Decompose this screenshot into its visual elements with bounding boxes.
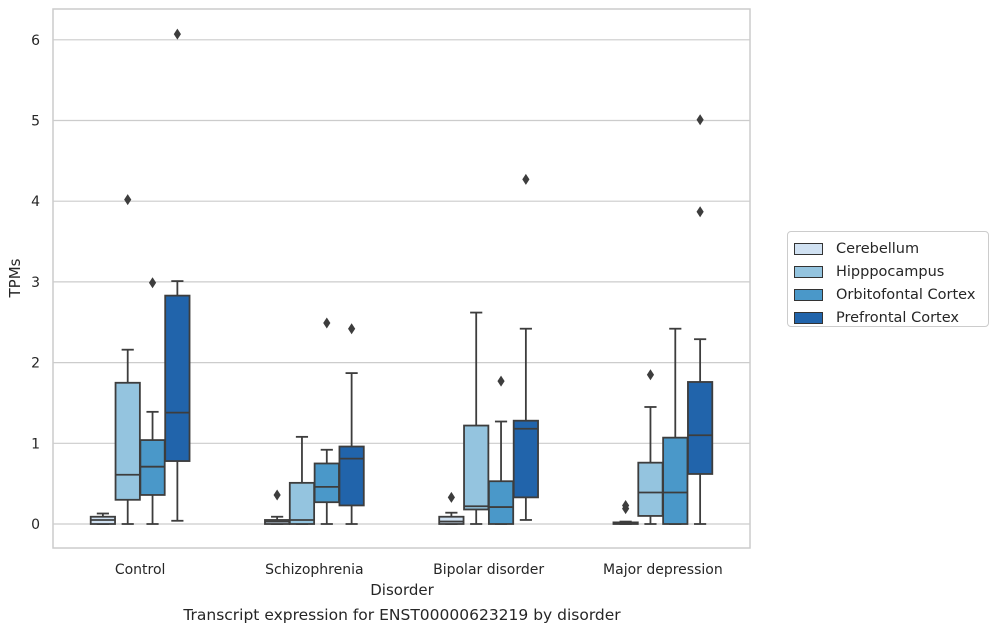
- legend-item: Hipppocampus: [794, 260, 988, 283]
- box-prefrontal-cortex: [687, 114, 714, 525]
- x-tick-label: Schizophrenia: [265, 562, 363, 578]
- x-axis-label: Disorder: [370, 581, 434, 599]
- legend-label: Hipppocampus: [836, 263, 945, 280]
- legend-swatch: [794, 265, 823, 278]
- box-cerebellum: [89, 512, 116, 525]
- box-cerebellum: [438, 491, 465, 525]
- legend-item: Prefrontal Cortex: [794, 306, 988, 329]
- box-body: [687, 381, 714, 475]
- outlier-point: [148, 277, 157, 289]
- x-tick-label: Major depression: [603, 562, 723, 578]
- outlier-point: [323, 317, 331, 329]
- legend: Cerebellum Hipppocampus Orbitofontal Corte…: [787, 231, 989, 327]
- box-body: [164, 294, 191, 462]
- outlier-point: [696, 206, 704, 218]
- legend-label: Orbitofontal Cortex: [836, 286, 976, 303]
- box-body: [463, 424, 490, 511]
- box-hipppocampus: [637, 369, 664, 525]
- outlier-point: [173, 28, 181, 40]
- legend-item: Cerebellum: [794, 237, 988, 260]
- box-body: [487, 480, 515, 525]
- box-orbitofontal-cortex: [662, 327, 689, 525]
- box-body: [313, 462, 340, 504]
- box-body: [512, 419, 539, 499]
- box-hipppocampus: [114, 194, 141, 525]
- box-cerebellum: [264, 489, 291, 525]
- y-tick-labels: 0 1 2 3 4 5 6: [31, 33, 40, 533]
- box-body: [288, 481, 316, 525]
- legend-swatch: [794, 311, 823, 324]
- outlier-point: [273, 489, 281, 501]
- box-body: [438, 515, 465, 525]
- y-tick-label: 1: [31, 436, 40, 452]
- x-tick-label: Bipolar disorder: [433, 562, 544, 578]
- boxes: [89, 28, 714, 525]
- outlier-point: [447, 491, 455, 503]
- y-tick-label: 0: [31, 517, 40, 533]
- x-tick-labels: Control Schizophrenia Bipolar disorder Majo…: [115, 562, 723, 578]
- y-tick-label: 2: [31, 356, 40, 372]
- plot-area-frame: [52, 8, 751, 549]
- outlier-point: [696, 114, 704, 126]
- outlier-point: [622, 499, 630, 511]
- box-orbitofontal-cortex: [313, 317, 340, 525]
- outlier-point: [497, 375, 505, 387]
- y-tick-label: 4: [31, 194, 40, 210]
- legend-label: Prefrontal Cortex: [836, 309, 959, 326]
- box-orbitofontal-cortex: [139, 277, 166, 525]
- chart-caption: Transcript expression for ENST0000062321…: [183, 606, 621, 624]
- box-body: [338, 445, 365, 507]
- box-hipppocampus: [288, 435, 316, 525]
- box-body: [114, 381, 141, 501]
- legend-label: Cerebellum: [836, 240, 920, 257]
- y-axis-label: TPMs: [6, 258, 24, 298]
- box-orbitofontal-cortex: [487, 375, 515, 525]
- box-prefrontal-cortex: [338, 323, 365, 525]
- legend-swatch: [794, 288, 823, 301]
- box-prefrontal-cortex: [512, 173, 539, 521]
- legend-swatch: [794, 242, 823, 255]
- box-body: [637, 461, 664, 517]
- outlier-point: [522, 173, 530, 185]
- legend-item: Orbitofontal Cortex: [794, 283, 988, 306]
- outlier-point: [646, 369, 655, 381]
- outlier-point: [124, 194, 132, 206]
- x-tick-label: Control: [115, 562, 166, 578]
- box-hipppocampus: [463, 311, 490, 525]
- y-tick-label: 6: [31, 33, 40, 49]
- box-body: [662, 436, 689, 525]
- box-cerebellum: [612, 499, 639, 525]
- y-tick-label: 3: [31, 275, 40, 291]
- outlier-point: [348, 323, 356, 335]
- y-tick-label: 5: [31, 114, 40, 130]
- box-prefrontal-cortex: [164, 28, 191, 522]
